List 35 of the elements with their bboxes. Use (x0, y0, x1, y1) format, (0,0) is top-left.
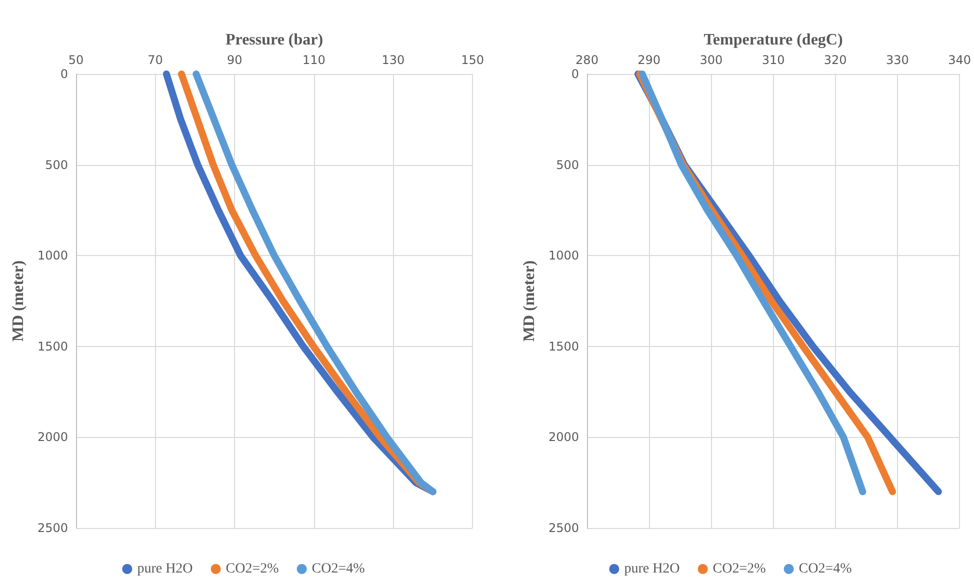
legend-label: CO2=4% (312, 562, 366, 576)
x-tick-label: 280 (576, 53, 598, 67)
y-tick-label: 2000 (548, 430, 579, 444)
legend-label: pure H2O (624, 562, 680, 576)
y-tick-label: 1000 (37, 248, 68, 263)
x-tick-label: 320 (824, 53, 847, 67)
y-axis-title: MD (meter) (521, 260, 538, 342)
x-tick-label: 340 (948, 53, 971, 67)
x-tick-label: 290 (638, 53, 661, 67)
x-tick-label: 310 (762, 53, 785, 67)
x-axis-title: Pressure (bar) (225, 32, 324, 48)
x-tick-label: 110 (302, 53, 326, 67)
y-tick-label: 500 (45, 158, 68, 172)
y-tick-label: 2000 (37, 430, 68, 444)
legend-label: pure H2O (137, 562, 193, 576)
x-tick-label: 70 (148, 53, 163, 67)
y-tick-label: 0 (571, 67, 579, 81)
legend-label: CO2=4% (798, 562, 852, 576)
x-tick-label: 330 (886, 53, 909, 67)
x-tick-label: 90 (226, 53, 242, 67)
y-tick-label: 1000 (548, 248, 579, 263)
y-tick-label: 0 (60, 67, 68, 81)
y-tick-label: 1500 (37, 339, 68, 354)
x-axis-title: Temperature (degC) (704, 32, 843, 48)
y-tick-label: 1500 (548, 339, 579, 354)
y-tick-label: 500 (556, 158, 579, 172)
y-tick-label: 2500 (548, 521, 579, 535)
legend-label: CO2=2% (712, 562, 766, 576)
x-tick-label: 300 (700, 53, 723, 67)
x-tick-label: 150 (461, 53, 484, 67)
x-tick-label: 50 (68, 53, 84, 67)
y-axis-title: MD (meter) (10, 260, 28, 342)
y-tick-label: 2500 (37, 521, 68, 535)
legend-label: CO2=2% (226, 562, 280, 576)
x-tick-label: 130 (382, 53, 405, 67)
